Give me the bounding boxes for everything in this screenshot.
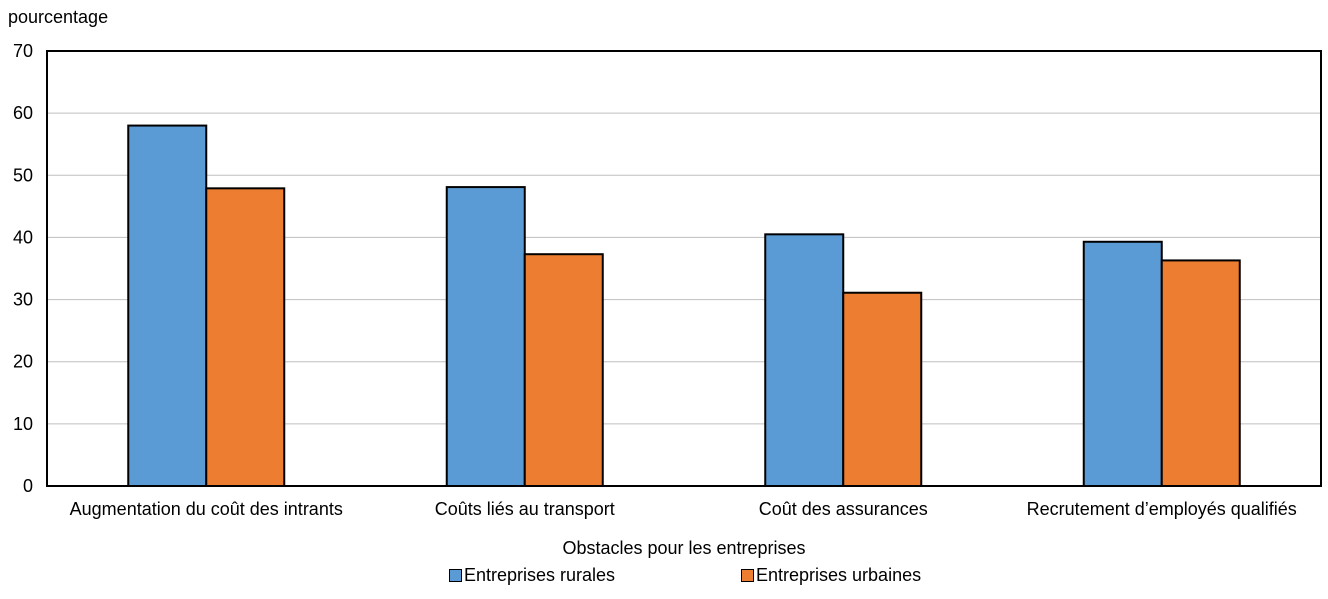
y-tick-label: 50: [13, 165, 33, 185]
legend-label-rural: Entreprises rurales: [464, 565, 616, 585]
y-tick-label: 0: [23, 476, 33, 496]
y-tick-label: 70: [13, 41, 33, 61]
bar-rural: [764, 233, 845, 487]
legend-item-rural: Entreprises rurales: [449, 565, 615, 586]
bar-urban: [205, 187, 286, 487]
bar-urban: [523, 253, 604, 487]
y-tick-label: 30: [13, 290, 33, 310]
y-tick-label: 10: [13, 414, 33, 434]
bar-rural: [445, 186, 526, 487]
bar-rural: [127, 124, 208, 487]
legend-item-urban: Entreprises urbaines: [741, 565, 921, 586]
legend-label-urban: Entreprises urbaines: [756, 565, 922, 585]
bar-rural: [1082, 240, 1163, 487]
x-axis-title: Obstacles pour les entreprises: [562, 538, 805, 558]
x-tick-label: Augmentation du coût des intrants: [70, 499, 343, 519]
x-tick-label: Coût des assurances: [759, 499, 928, 519]
x-tick-label: Recrutement d’employés qualifiés: [1027, 499, 1297, 519]
legend: Entreprises rurales Entreprises urbaines: [0, 565, 1328, 591]
y-tick-label: 40: [13, 227, 33, 247]
y-tick-label: 60: [13, 103, 33, 123]
legend-swatch-urban: [741, 569, 754, 582]
y-tick-label: 20: [13, 352, 33, 372]
x-tick-label: Coûts liés au transport: [435, 499, 615, 519]
bar-urban: [1160, 259, 1241, 487]
legend-swatch-rural: [449, 569, 462, 582]
plot-frame: [46, 50, 1322, 487]
bar-urban: [842, 291, 923, 487]
y-axis-title: pourcentage: [8, 7, 108, 27]
